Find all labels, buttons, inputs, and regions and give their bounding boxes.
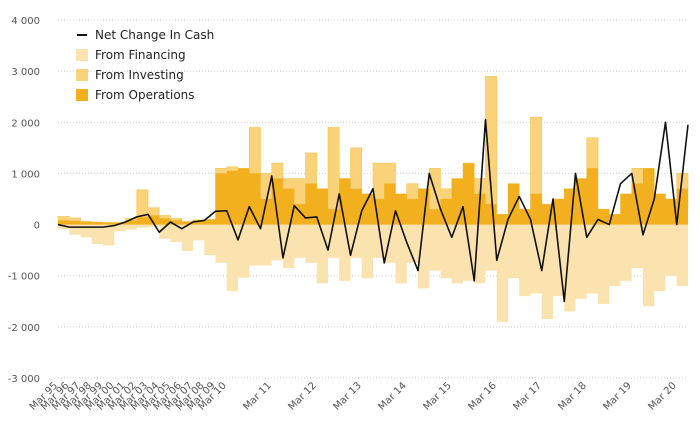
x-tick-label: Mar 12 <box>286 380 318 412</box>
y-tick-label: -1 000 <box>8 272 40 283</box>
x-tick-label: Mar 19 <box>601 380 633 412</box>
x-tick-label: Mar 13 <box>331 380 363 412</box>
x-tick-label: Mar 18 <box>556 380 588 412</box>
legend-label: From Investing <box>95 68 184 82</box>
x-tick-label: Mar 20 <box>646 380 678 412</box>
legend-swatch <box>76 89 88 101</box>
area-financing <box>58 224 688 322</box>
y-tick-label: -2 000 <box>8 323 40 334</box>
y-tick-label: 4 000 <box>11 16 40 27</box>
legend-swatch <box>76 69 88 81</box>
legend-label: From Operations <box>95 88 195 102</box>
line-net-change-in-cash <box>57 118 689 303</box>
x-tick-label: Mar 15 <box>421 380 453 412</box>
x-tick-label: Mar 16 <box>466 380 498 412</box>
x-tick-label: Mar 11 <box>241 380 273 412</box>
y-tick-label: 1 000 <box>11 169 40 180</box>
legend-label: Net Change In Cash <box>95 28 214 42</box>
x-tick-label: Mar 17 <box>511 380 543 412</box>
y-tick-label: 2 000 <box>11 118 40 129</box>
y-tick-label: -3 000 <box>8 374 40 385</box>
legend-swatch <box>76 49 88 61</box>
y-tick-label: 3 000 <box>11 67 40 78</box>
x-tick-label: Mar 14 <box>376 380 408 412</box>
legend-label: From Financing <box>95 48 186 62</box>
y-tick-label: 0 <box>34 221 40 232</box>
